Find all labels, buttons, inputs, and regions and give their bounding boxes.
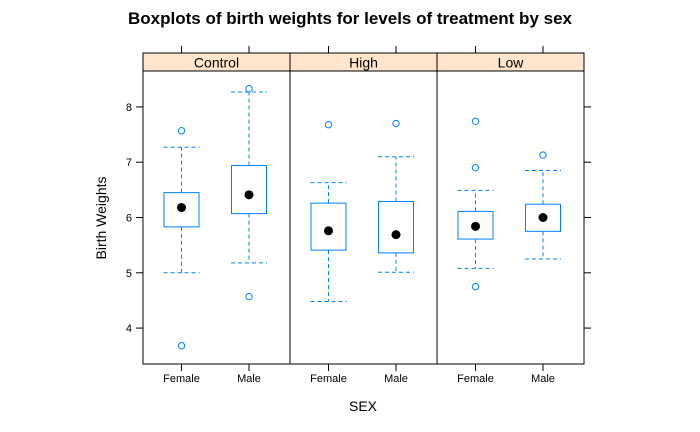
- x-tick-label: Female: [310, 373, 347, 385]
- y-axis-label: Birth Weights: [93, 177, 109, 260]
- x-tick-label: Female: [457, 373, 494, 385]
- low-female-outlier: [471, 117, 480, 126]
- y-tick-label: 5: [126, 268, 132, 280]
- high-male-outlier: [392, 119, 400, 128]
- high-male-median: [391, 230, 401, 240]
- high-female-outlier: [324, 120, 333, 129]
- strip-label-control: Control: [194, 55, 239, 71]
- control-male-outlier: [245, 84, 253, 93]
- high-female-median: [324, 226, 333, 236]
- low-male-outlier: [539, 151, 547, 159]
- y-tick-label: 6: [126, 213, 132, 225]
- y-tick-label: 4: [126, 323, 132, 335]
- control-female-outlier: [177, 342, 186, 350]
- y-tick-label: 8: [126, 102, 132, 114]
- chart-title: Boxplots of birth weights for levels of …: [128, 9, 573, 28]
- x-axis-label: SEX: [349, 398, 378, 414]
- control-female-outlier: [177, 127, 186, 135]
- low-female-median: [471, 221, 480, 231]
- x-tick-label: Male: [531, 373, 555, 385]
- plot-area: Control Female Male High Female Male Low Female…: [126, 46, 591, 385]
- control-male-box: [231, 165, 267, 215]
- low-female-outlier: [471, 282, 480, 291]
- low-male-median: [538, 213, 548, 222]
- x-tick-label: Male: [384, 373, 408, 385]
- control-male-median: [244, 190, 254, 200]
- x-tick-label: Male: [237, 373, 261, 385]
- low-female-outlier: [471, 164, 480, 172]
- control-female-median: [177, 203, 186, 213]
- x-tick-label: Female: [163, 373, 200, 385]
- strip-label-low: Low: [498, 55, 525, 71]
- strip-label-high: High: [349, 55, 378, 71]
- high-male-box: [378, 200, 414, 254]
- y-tick-label: 7: [126, 157, 132, 169]
- control-male-outlier: [245, 292, 253, 301]
